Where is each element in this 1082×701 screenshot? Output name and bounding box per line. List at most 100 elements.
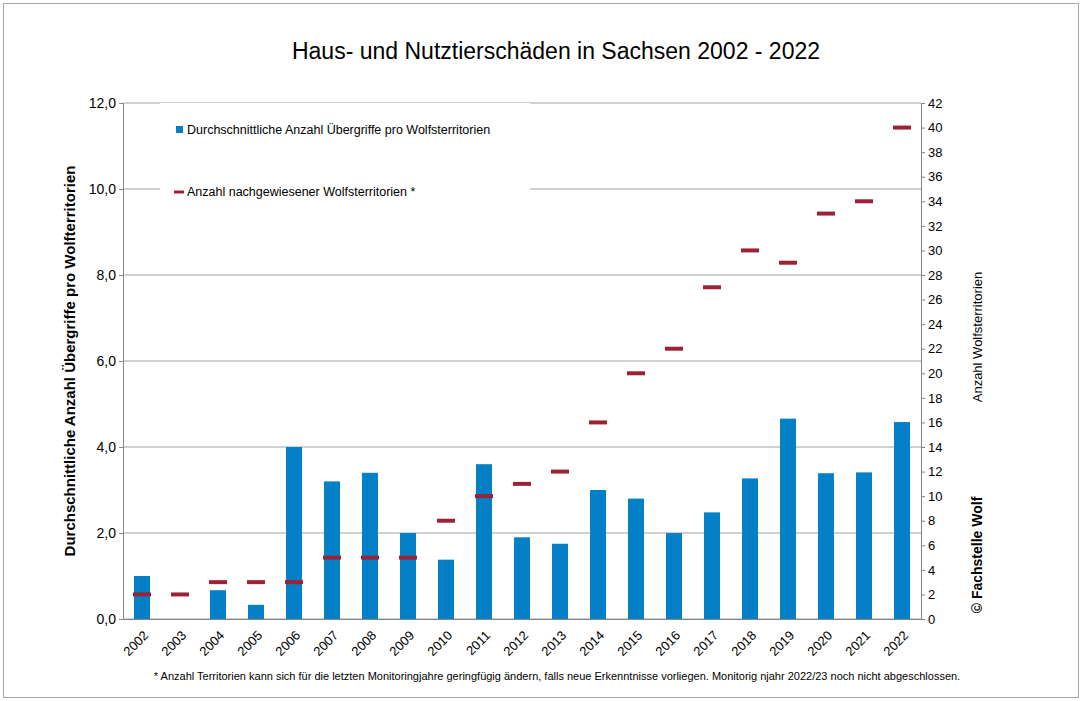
y2-tick: 12 <box>921 464 942 479</box>
x-tick: 2013 <box>538 619 569 659</box>
bar <box>742 478 758 619</box>
x-tick: 2015 <box>614 619 645 659</box>
grid-line <box>123 361 921 362</box>
x-axis: 2002200320042005200620072008200920102011… <box>120 619 921 659</box>
y-tick-mark <box>119 189 123 190</box>
y-tick-label: 12,0 <box>89 95 116 111</box>
x-tick-label: 2018 <box>728 628 759 659</box>
x-tick: 2016 <box>652 619 683 659</box>
y-tick-label: 10,0 <box>89 181 116 197</box>
x-tick-label: 2006 <box>272 628 303 659</box>
bar <box>818 473 834 619</box>
y-tick: 12,0 <box>89 95 123 111</box>
y2-tick: 14 <box>921 440 942 455</box>
marks <box>133 128 911 619</box>
marker <box>133 592 151 596</box>
y-axis-line <box>119 104 124 620</box>
x-tick: 2022 <box>880 619 911 659</box>
y2-tick-label: 30 <box>928 243 942 258</box>
y2-tick-label: 10 <box>928 489 942 504</box>
y-tick: 2,0 <box>97 525 123 541</box>
bar <box>780 419 796 619</box>
y2-tick: 36 <box>921 169 942 184</box>
y2-tick-label: 34 <box>928 194 942 209</box>
y-tick: 4,0 <box>97 439 123 455</box>
bar <box>324 481 340 619</box>
bar <box>210 590 226 619</box>
y2-tick: 18 <box>921 391 942 406</box>
marker <box>627 371 645 375</box>
y2-tick-label: 18 <box>928 391 942 406</box>
y-tick-label: 0,0 <box>97 611 117 627</box>
x-axis-line <box>124 619 922 620</box>
grid-line <box>123 447 921 448</box>
x-tick-label: 2022 <box>880 628 911 659</box>
y2-tick-mark <box>921 300 925 301</box>
x-tick-label: 2017 <box>690 628 721 659</box>
bar <box>476 464 492 619</box>
y2-tick-mark <box>921 275 925 276</box>
bar <box>514 537 530 619</box>
marker <box>285 580 303 584</box>
x-tick: 2010 <box>424 619 455 659</box>
y2-tick: 16 <box>921 415 942 430</box>
marker <box>399 556 417 560</box>
marker <box>437 519 455 523</box>
y2-tick-mark <box>921 398 925 399</box>
y2-tick-label: 38 <box>928 145 942 160</box>
x-tick: 2002 <box>120 619 151 659</box>
y-tick-label: 8,0 <box>97 267 117 283</box>
y2-tick-mark <box>921 422 925 423</box>
y2-tick-label: 22 <box>928 341 942 356</box>
y2-tick-label: 8 <box>928 513 935 528</box>
legend-label: Anzahl nachgewiesener Wolfsterritorien * <box>187 185 415 199</box>
x-tick-label: 2019 <box>766 628 797 659</box>
y2-tick-mark <box>921 594 925 595</box>
y2-tick-mark <box>921 250 925 251</box>
y2-tick-mark <box>921 152 925 153</box>
marker <box>893 126 911 130</box>
marker <box>817 212 835 216</box>
footnote: * Anzahl Territorien kann sich für die l… <box>154 670 960 682</box>
y2-tick-label: 16 <box>928 415 942 430</box>
y2-tick: 40 <box>921 120 942 135</box>
bar <box>628 499 644 619</box>
y2-tick-mark <box>921 570 925 571</box>
x-tick-label: 2013 <box>538 628 569 659</box>
x-tick-label: 2020 <box>804 628 835 659</box>
x-tick-label: 2015 <box>614 628 645 659</box>
x-tick: 2021 <box>842 619 873 659</box>
y2-tick: 8 <box>921 513 935 528</box>
y2-tick-mark <box>921 447 925 448</box>
grid <box>123 103 921 619</box>
y-tick: 0,0 <box>97 611 123 627</box>
y-axis: 0,0 2,0 4,0 6,0 8,0 10,0 12,0 <box>89 95 124 627</box>
y2-tick-label: 32 <box>928 219 942 234</box>
y-axis-title: Durchschnittliche Anzahl Übergriffe pro … <box>61 166 78 557</box>
y2-tick-mark <box>921 103 925 104</box>
y-tick-mark <box>119 103 123 104</box>
marker <box>589 420 607 424</box>
grid-line <box>123 275 921 276</box>
y2-tick: 22 <box>921 341 942 356</box>
y2-tick: 26 <box>921 292 942 307</box>
y2-tick: 30 <box>921 243 942 258</box>
y2-tick-mark <box>921 201 925 202</box>
border <box>4 4 1079 698</box>
y2-tick-mark <box>921 177 925 178</box>
x-tick-label: 2021 <box>842 628 873 659</box>
y2-tick-label: 6 <box>928 538 935 553</box>
y2-tick-mark <box>921 472 925 473</box>
x-tick: 2018 <box>728 619 759 659</box>
y2-tick-mark <box>921 373 925 374</box>
y2-tick: 42 <box>921 96 942 111</box>
y-tick-label: 4,0 <box>97 439 117 455</box>
x-tick-label: 2012 <box>500 628 531 659</box>
x-tick: 2019 <box>766 619 797 659</box>
marker <box>703 285 721 289</box>
y2-tick-label: 4 <box>928 563 935 578</box>
marker <box>513 482 531 486</box>
y-tick-label: 6,0 <box>97 353 117 369</box>
x-tick-label: 2014 <box>576 628 607 659</box>
y2-axis-title: Anzahl Wolfsterritorien <box>970 272 985 403</box>
